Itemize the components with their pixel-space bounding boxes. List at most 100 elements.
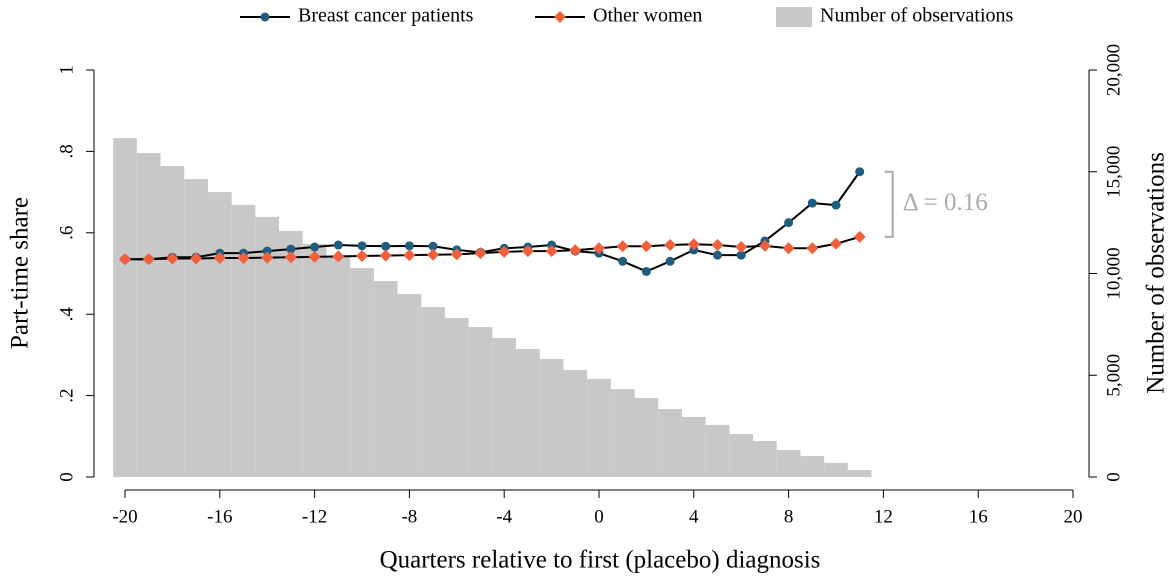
x-tick-label: 20 <box>1064 506 1083 527</box>
y2-tick-label: 15,000 <box>1103 146 1124 198</box>
x-tick-label: 4 <box>689 506 699 527</box>
diamond-marker <box>545 245 558 258</box>
bar <box>610 389 635 477</box>
diamond-marker <box>166 252 179 265</box>
bar <box>776 449 801 477</box>
bar <box>302 243 327 477</box>
circle-marker <box>807 198 817 208</box>
circle-marker <box>641 266 651 276</box>
diamond-marker <box>664 239 677 252</box>
diamond-marker <box>142 253 155 266</box>
diamond-marker <box>403 249 416 262</box>
bar <box>681 416 706 477</box>
x-tick-label: -12 <box>302 506 327 527</box>
bar <box>350 268 374 477</box>
x-tick-label: 16 <box>969 506 988 527</box>
bar <box>468 327 493 477</box>
bar <box>326 255 351 477</box>
x-tick-label: 12 <box>874 506 893 527</box>
circle-marker <box>547 240 557 250</box>
circle-marker <box>784 218 794 228</box>
diamond-marker <box>806 242 819 255</box>
circle-marker <box>381 241 391 251</box>
bar <box>705 424 730 477</box>
circle-marker <box>310 242 320 252</box>
y-tick-label: .4 <box>56 307 77 322</box>
diamond-marker <box>640 240 653 253</box>
diamond-marker <box>474 247 487 260</box>
diamond-marker <box>687 238 700 251</box>
bar <box>753 440 777 477</box>
x-tick-label: 0 <box>594 506 604 527</box>
x-tick-label: -8 <box>401 506 417 527</box>
circle-marker <box>260 12 270 22</box>
x-axis-title: Quarters relative to first (placebo) dia… <box>380 547 821 574</box>
diamond-marker <box>830 237 842 250</box>
legend-label: Other women <box>593 5 702 27</box>
legend-label: Breast cancer patients <box>298 5 474 27</box>
diamond-marker <box>427 248 440 261</box>
diamond-marker <box>308 250 321 263</box>
bar <box>421 307 445 477</box>
circle-marker <box>713 250 722 260</box>
bar <box>729 434 754 477</box>
bar <box>516 348 540 477</box>
diamond-marker <box>616 240 629 253</box>
circle-marker <box>831 200 841 210</box>
diamond-marker <box>119 253 131 266</box>
diamond-marker <box>711 239 724 252</box>
circle-marker <box>618 256 628 266</box>
circle-marker <box>357 241 367 251</box>
bar <box>563 369 588 477</box>
circle-marker <box>286 244 296 254</box>
bar <box>231 204 256 477</box>
x-tick-label: -20 <box>112 506 137 527</box>
y2-tick-label: 0 <box>1103 472 1124 482</box>
y-tick-label: .8 <box>56 144 77 158</box>
y2-axis-title: Number of observations <box>1143 152 1170 394</box>
bar <box>539 358 564 477</box>
y-axis-title: Part-time share <box>7 197 34 349</box>
y-tick-label: 0 <box>56 472 77 482</box>
delta-bracket <box>884 170 894 238</box>
circle-marker <box>665 256 675 266</box>
y-tick-label: .2 <box>56 388 77 402</box>
bar <box>160 166 185 477</box>
legend-swatch <box>776 7 812 27</box>
diamond-marker <box>450 248 463 261</box>
bar <box>255 216 280 477</box>
diamond-marker <box>758 239 771 252</box>
diamond-marker <box>284 251 297 264</box>
diamond-marker <box>261 251 274 264</box>
diamond-marker <box>190 252 203 265</box>
circle-marker <box>404 241 414 251</box>
y-tick-label: .6 <box>56 226 77 240</box>
bar <box>113 138 137 478</box>
bar <box>207 192 232 477</box>
bar <box>634 398 659 477</box>
diamond-marker <box>237 252 250 265</box>
bar <box>136 153 161 477</box>
diamond-marker <box>332 250 345 263</box>
bar <box>847 470 872 477</box>
diamond-marker <box>853 230 866 243</box>
circle-marker <box>855 167 865 177</box>
bar <box>824 462 848 477</box>
bar <box>444 318 469 477</box>
diamond-marker <box>782 242 795 255</box>
diamond-marker <box>569 244 582 257</box>
bar <box>373 281 398 477</box>
diamond-marker <box>498 245 511 258</box>
circle-marker <box>262 246 272 256</box>
bar <box>587 378 611 477</box>
x-tick-label: -4 <box>496 506 512 527</box>
y2-tick-label: 5,000 <box>1103 354 1124 397</box>
bar <box>184 179 208 478</box>
diamond-marker <box>554 11 566 23</box>
bar <box>397 294 422 477</box>
diamond-marker <box>379 249 392 262</box>
circle-marker <box>736 250 746 260</box>
x-tick-label: 8 <box>784 506 794 527</box>
y2-tick-label: 10,000 <box>1103 247 1124 299</box>
